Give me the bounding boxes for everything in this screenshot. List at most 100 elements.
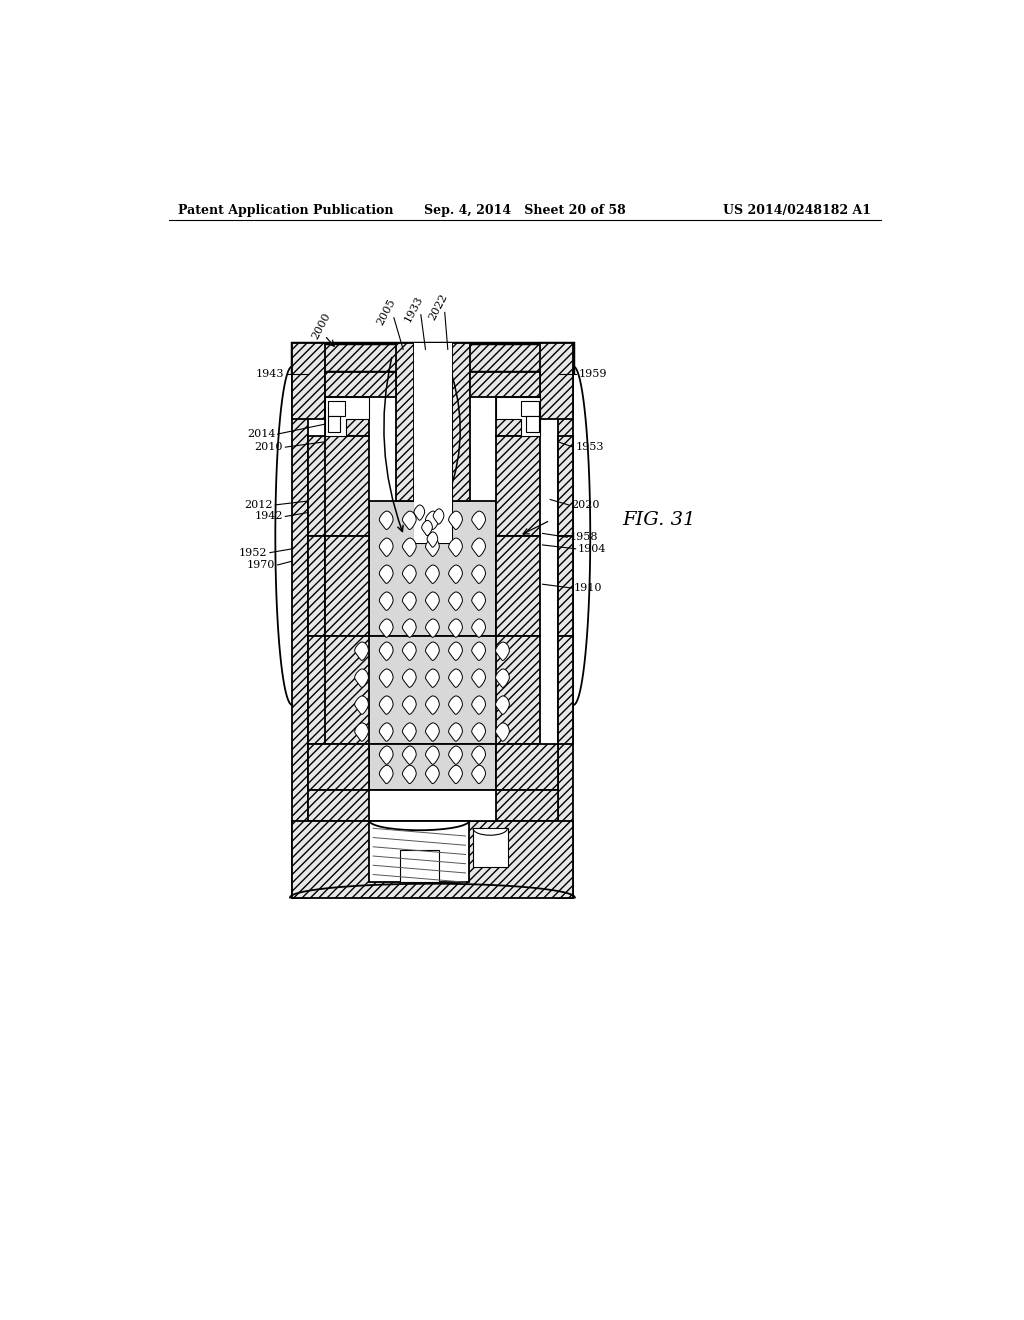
Text: 1970: 1970 — [247, 560, 275, 570]
Polygon shape — [402, 766, 416, 784]
Polygon shape — [354, 723, 369, 742]
Polygon shape — [292, 372, 307, 898]
Text: 2005: 2005 — [375, 297, 397, 327]
Polygon shape — [496, 696, 509, 714]
Polygon shape — [307, 536, 326, 636]
Polygon shape — [472, 766, 485, 784]
Polygon shape — [472, 619, 485, 638]
Polygon shape — [473, 829, 508, 867]
Polygon shape — [472, 565, 485, 583]
Polygon shape — [449, 669, 463, 688]
Polygon shape — [449, 766, 463, 784]
Polygon shape — [422, 520, 432, 536]
Polygon shape — [433, 508, 444, 524]
Polygon shape — [541, 343, 573, 418]
Polygon shape — [402, 539, 416, 557]
Text: 2020: 2020 — [571, 500, 599, 510]
Polygon shape — [379, 511, 393, 529]
Polygon shape — [496, 723, 509, 742]
Polygon shape — [354, 642, 369, 660]
Polygon shape — [427, 532, 438, 548]
Polygon shape — [402, 642, 416, 660]
Polygon shape — [470, 372, 541, 397]
Polygon shape — [326, 397, 370, 436]
Polygon shape — [426, 565, 439, 583]
Polygon shape — [414, 343, 453, 544]
Polygon shape — [497, 636, 541, 743]
Polygon shape — [346, 636, 519, 743]
Polygon shape — [307, 789, 558, 821]
Polygon shape — [449, 619, 463, 638]
Polygon shape — [426, 642, 439, 660]
Polygon shape — [402, 511, 416, 529]
Polygon shape — [396, 343, 414, 502]
Polygon shape — [379, 619, 393, 638]
Polygon shape — [402, 619, 416, 638]
Text: 1953: 1953 — [575, 442, 604, 453]
Polygon shape — [379, 696, 393, 714]
Polygon shape — [449, 591, 463, 610]
Polygon shape — [472, 642, 485, 660]
Text: 2010: 2010 — [255, 442, 283, 453]
Polygon shape — [449, 539, 463, 557]
Polygon shape — [402, 669, 416, 688]
Polygon shape — [326, 397, 370, 436]
Polygon shape — [496, 669, 509, 688]
Polygon shape — [449, 565, 463, 583]
Text: Patent Application Publication: Patent Application Publication — [178, 205, 394, 218]
Polygon shape — [414, 506, 425, 520]
Polygon shape — [426, 619, 439, 638]
Polygon shape — [328, 416, 340, 432]
Polygon shape — [426, 591, 439, 610]
Text: 1943: 1943 — [256, 370, 285, 379]
Polygon shape — [472, 696, 485, 714]
Polygon shape — [426, 539, 439, 557]
Polygon shape — [307, 743, 370, 789]
Text: 1952: 1952 — [240, 548, 267, 557]
Polygon shape — [379, 746, 393, 764]
Text: 2022: 2022 — [427, 292, 450, 322]
Polygon shape — [354, 696, 369, 714]
Polygon shape — [472, 511, 485, 529]
Polygon shape — [497, 397, 541, 436]
Polygon shape — [402, 723, 416, 742]
Polygon shape — [402, 746, 416, 764]
Polygon shape — [370, 821, 469, 882]
Text: 1910: 1910 — [574, 583, 602, 593]
Polygon shape — [370, 502, 497, 636]
Polygon shape — [326, 436, 370, 536]
Polygon shape — [426, 746, 439, 764]
Polygon shape — [307, 436, 346, 536]
Polygon shape — [558, 536, 573, 636]
Text: US 2014/0248182 A1: US 2014/0248182 A1 — [723, 205, 871, 218]
Polygon shape — [326, 536, 370, 636]
Text: 1904: 1904 — [578, 544, 606, 554]
Polygon shape — [497, 397, 541, 436]
Polygon shape — [472, 539, 485, 557]
Polygon shape — [292, 821, 573, 898]
Text: 1933: 1933 — [402, 294, 425, 325]
Polygon shape — [497, 743, 558, 789]
Polygon shape — [379, 766, 393, 784]
Polygon shape — [402, 565, 416, 583]
Polygon shape — [453, 343, 470, 502]
Polygon shape — [496, 642, 509, 660]
Text: 1959: 1959 — [579, 370, 607, 379]
Polygon shape — [402, 591, 416, 610]
Polygon shape — [307, 636, 346, 743]
Polygon shape — [525, 416, 539, 432]
Polygon shape — [449, 723, 463, 742]
Polygon shape — [497, 436, 541, 536]
Polygon shape — [426, 511, 439, 529]
Polygon shape — [558, 436, 573, 536]
Polygon shape — [292, 343, 326, 418]
Polygon shape — [379, 642, 393, 660]
Text: FIG. 31: FIG. 31 — [622, 511, 695, 529]
Polygon shape — [426, 766, 439, 784]
Polygon shape — [328, 401, 345, 416]
Polygon shape — [449, 746, 463, 764]
Polygon shape — [370, 743, 497, 789]
Polygon shape — [379, 565, 393, 583]
Polygon shape — [497, 536, 541, 636]
Text: 2012: 2012 — [245, 500, 273, 510]
